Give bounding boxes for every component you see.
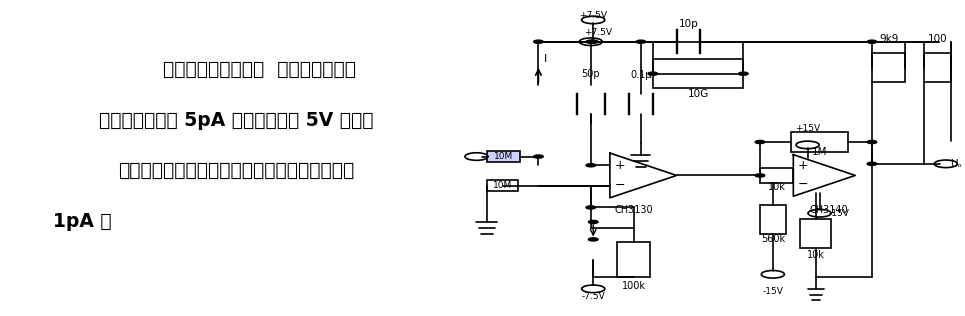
Text: 10k: 10k xyxy=(807,250,825,260)
Circle shape xyxy=(868,162,877,165)
Text: Uₒ: Uₒ xyxy=(951,159,962,169)
Text: 微电流－电压变换器  此电路具有极高: 微电流－电压变换器 此电路具有极高 xyxy=(163,60,356,79)
Circle shape xyxy=(589,40,598,43)
Bar xyxy=(760,204,786,234)
Circle shape xyxy=(586,40,595,43)
Text: -7.5V: -7.5V xyxy=(581,292,605,301)
Text: -15V: -15V xyxy=(828,209,849,218)
Bar xyxy=(924,53,951,82)
Circle shape xyxy=(589,238,598,241)
Text: 10p: 10p xyxy=(678,19,699,29)
Text: −: − xyxy=(797,179,808,191)
Text: CH3140: CH3140 xyxy=(810,205,848,215)
Circle shape xyxy=(636,40,646,43)
Bar xyxy=(487,151,520,162)
Text: 0.1μ: 0.1μ xyxy=(630,70,651,80)
Text: 560k: 560k xyxy=(760,234,785,244)
Text: +7.5V: +7.5V xyxy=(579,11,607,20)
Text: −: − xyxy=(615,179,625,192)
Circle shape xyxy=(586,164,595,167)
Text: 100k: 100k xyxy=(621,281,646,291)
Text: +: + xyxy=(797,160,808,173)
Text: CH3130: CH3130 xyxy=(615,205,653,215)
Text: +: + xyxy=(615,159,625,172)
Circle shape xyxy=(589,220,598,223)
Bar xyxy=(652,59,743,88)
Circle shape xyxy=(648,72,657,75)
Text: 50p: 50p xyxy=(582,69,600,79)
Text: I: I xyxy=(544,54,547,64)
Text: 9k9: 9k9 xyxy=(879,34,898,44)
Text: 10G: 10G xyxy=(687,89,708,99)
Circle shape xyxy=(756,140,765,143)
Circle shape xyxy=(868,40,877,43)
Text: 1M: 1M xyxy=(812,147,827,157)
Circle shape xyxy=(738,72,748,75)
Bar xyxy=(791,132,848,152)
Circle shape xyxy=(534,40,543,43)
Bar xyxy=(760,168,793,183)
Text: 10k: 10k xyxy=(768,182,786,192)
Text: 100: 100 xyxy=(928,34,948,44)
Circle shape xyxy=(534,155,543,158)
Bar xyxy=(872,53,905,82)
Text: 1pA 。: 1pA 。 xyxy=(52,212,111,231)
Circle shape xyxy=(756,174,765,177)
Bar xyxy=(617,242,650,277)
Text: -15V: -15V xyxy=(762,287,784,296)
Text: +7.5V: +7.5V xyxy=(584,28,612,38)
Text: 10M: 10M xyxy=(494,152,513,161)
Text: +15V: +15V xyxy=(795,125,820,133)
Circle shape xyxy=(868,140,877,143)
Bar xyxy=(801,219,832,248)
Text: 10M: 10M xyxy=(492,181,511,190)
Text: 出。如果输入端接线工艺良好，其漏电流可小于: 出。如果输入端接线工艺良好，其漏电流可小于 xyxy=(118,161,354,180)
Bar xyxy=(487,180,518,191)
Text: 的灵敏度，可将 5pA 的电流变换为 5V 电压输: 的灵敏度，可将 5pA 的电流变换为 5V 电压输 xyxy=(98,111,373,130)
Circle shape xyxy=(586,206,595,209)
